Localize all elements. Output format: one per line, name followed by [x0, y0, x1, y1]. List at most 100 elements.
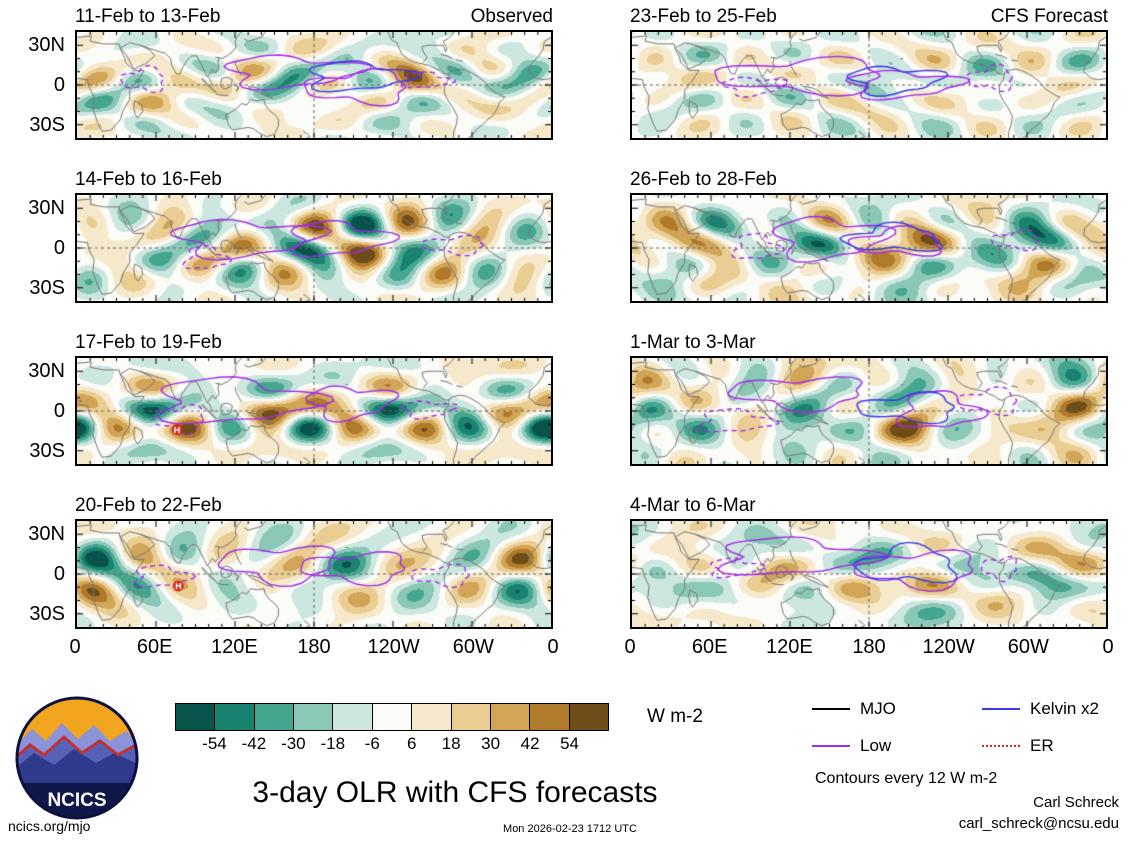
- panel-forecast-2: 26-Feb to 28-Feb: [630, 167, 1108, 303]
- x-tick-label: 180: [852, 636, 886, 658]
- y-tick-label: 0: [53, 74, 65, 96]
- olr-map-canvas: [77, 195, 551, 301]
- logo-text: NCICS: [47, 790, 106, 811]
- x-tick-label: 0: [624, 636, 636, 658]
- y-tick-label: 30S: [29, 603, 65, 625]
- colorbar-tick: 6: [406, 734, 417, 753]
- y-tick-label: 0: [53, 400, 65, 422]
- olr-map-canvas: [77, 521, 551, 627]
- colorbar-tick: -30: [281, 734, 306, 753]
- y-tick-label: 0: [53, 563, 65, 585]
- legend-label: Low: [860, 736, 892, 755]
- legend-item-er: ER: [982, 735, 1122, 757]
- colorbar-tick-labels: -54 -42 -30 -18 -6 6 18 30 42 54: [175, 734, 609, 758]
- colorbar-segment: [568, 704, 608, 730]
- column-header-forecast: CFS Forecast: [990, 6, 1108, 27]
- x-tick-label: 60W: [1007, 636, 1049, 658]
- map-panel: [630, 193, 1108, 303]
- y-tick-label: 30S: [29, 114, 65, 136]
- map-panel: [630, 519, 1108, 629]
- panel-title: 1-Mar to 3-Mar: [630, 332, 756, 353]
- colorbar-segment: [214, 704, 254, 730]
- map-panel: [75, 193, 553, 303]
- panel-observed-4: 20-Feb to 22-Feb 30N 0 30S: [28, 493, 553, 629]
- y-tick-label: 30S: [29, 440, 65, 462]
- colorbar-tick: 18: [441, 734, 461, 753]
- figure-title: 3-day OLR with CFS forecasts: [252, 776, 658, 809]
- legend-label: ER: [1030, 736, 1054, 755]
- colorbar-boxes: [175, 703, 609, 731]
- x-tick-label: 0: [69, 636, 81, 658]
- y-axis-labels: 30N 0 30S: [13, 519, 69, 629]
- olr-map-canvas: [632, 195, 1106, 301]
- logo-red-line: [18, 735, 136, 760]
- x-tick-label: 120E: [210, 636, 258, 658]
- x-tick-label: 120W: [367, 636, 420, 658]
- x-axis-right: 0 60E 120E 180 120W 60W 0: [624, 636, 1113, 662]
- contours-note: Contours every 12 W m-2: [815, 770, 998, 787]
- panel-title: 11-Feb to 13-Feb: [75, 6, 221, 27]
- site-url: ncics.org/mjo: [8, 818, 91, 834]
- colorbar-tick: -54: [202, 734, 227, 753]
- low-line-sample: [812, 745, 850, 747]
- mjo-line-sample: [812, 708, 850, 710]
- x-tick-label: 180: [297, 636, 331, 658]
- panel-title: 20-Feb to 22-Feb: [75, 495, 222, 516]
- olr-map-canvas: [77, 32, 551, 138]
- map-panel: [75, 356, 553, 466]
- panel-title: 4-Mar to 6-Mar: [630, 495, 756, 516]
- x-axis-left: 0 60E 120E 180 120W 60W 0: [69, 636, 558, 662]
- map-panel: [630, 356, 1108, 466]
- column-header-observed: Observed: [470, 6, 553, 27]
- colorbar-segment: [489, 704, 530, 730]
- x-tick-label: 0: [1102, 636, 1114, 658]
- panel-title: 17-Feb to 19-Feb: [75, 332, 222, 353]
- x-tick-label: 60E: [136, 636, 173, 658]
- panel-forecast-3: 1-Mar to 3-Mar: [630, 330, 1108, 466]
- colorbar-segment: [332, 704, 372, 730]
- y-tick-label: 30N: [28, 523, 65, 545]
- olr-map-canvas: [632, 32, 1106, 138]
- legend-label: MJO: [860, 699, 896, 718]
- legend-label: Kelvin x2: [1030, 699, 1099, 718]
- olr-map-canvas: [77, 358, 551, 464]
- colorbar-tick: -6: [364, 734, 380, 753]
- kelvin-line-sample: [982, 708, 1020, 710]
- y-tick-label: 30N: [28, 360, 65, 382]
- legend-item-low: Low: [812, 735, 982, 757]
- colorbar-segment: [293, 704, 333, 730]
- panel-observed-1: 11-Feb to 13-Feb Observed 30N 0 30S: [28, 4, 553, 140]
- panel-title: 23-Feb to 25-Feb: [630, 6, 777, 27]
- y-axis-labels: 30N 0 30S: [13, 30, 69, 140]
- colorbar-unit-label: W m-2: [647, 706, 703, 727]
- x-tick-label: 60E: [691, 636, 728, 658]
- x-tick-label: 60W: [452, 636, 494, 658]
- colorbar-tick: 42: [520, 734, 540, 753]
- timestamp: Mon 2026-02-23 1712 UTC: [503, 823, 637, 835]
- map-panel: [75, 30, 553, 140]
- credit-name: Carl Schreck: [1033, 794, 1119, 811]
- colorbar-segment: [450, 704, 490, 730]
- legend-item-kelvin: Kelvin x2: [982, 698, 1122, 720]
- y-tick-label: 30N: [28, 34, 65, 56]
- colorbar-segment: [176, 704, 215, 730]
- y-tick-label: 0: [53, 237, 65, 259]
- olr-map-canvas: [632, 521, 1106, 627]
- y-axis-labels: 30N 0 30S: [13, 356, 69, 466]
- olr-map-canvas: [632, 358, 1106, 464]
- colorbar-tick: 54: [560, 734, 579, 753]
- x-tick-label: 120E: [765, 636, 813, 658]
- colorbar-segment: [529, 704, 569, 730]
- ncics-logo: NCICS: [15, 696, 139, 820]
- x-tick-label: 0: [547, 636, 559, 658]
- colorbar-tick: -42: [241, 734, 267, 753]
- panel-forecast-1: 23-Feb to 25-Feb CFS Forecast: [630, 4, 1108, 140]
- logo-ring: [15, 696, 139, 820]
- map-panel: [75, 519, 553, 629]
- y-tick-label: 30S: [29, 277, 65, 299]
- colorbar-tick: 30: [481, 734, 501, 753]
- legend: MJO Kelvin x2 Low ER: [812, 698, 1122, 757]
- panel-forecast-4: 4-Mar to 6-Mar: [630, 493, 1108, 629]
- colorbar: -54 -42 -30 -18 -6 6 18 30 42 54: [175, 703, 609, 758]
- y-tick-label: 30N: [28, 197, 65, 219]
